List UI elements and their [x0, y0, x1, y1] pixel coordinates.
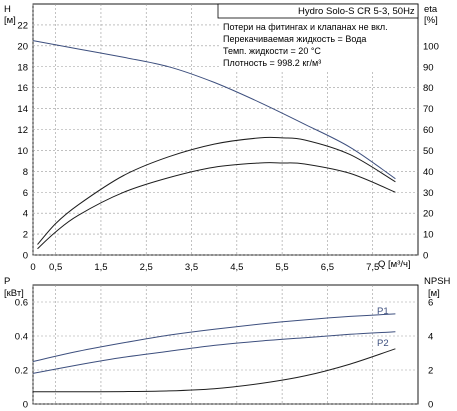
eta-tick-label: 90 — [423, 62, 434, 73]
h-tick-label: 14 — [17, 104, 28, 115]
h-tick-label: 18 — [17, 62, 28, 73]
x-tick-label: 4,5 — [230, 262, 243, 273]
h-axis-unit: [м] — [4, 15, 16, 26]
notes-box — [220, 19, 417, 71]
upper-grid — [32, 4, 418, 256]
curve-npsh — [33, 348, 396, 393]
eta-axis-unit: [%] — [424, 15, 438, 26]
x-tick-label: 5,5 — [276, 262, 289, 273]
p-tick-label: 0 — [23, 400, 28, 411]
npsh-tick-label: 6 — [428, 298, 433, 309]
curve-p2 — [32, 331, 396, 374]
h-tick-label: 8 — [23, 167, 28, 178]
eta-axis-label: eta — [424, 4, 438, 15]
eta-tick-label: 30 — [423, 188, 434, 199]
eta-tick-label: 70 — [423, 104, 434, 115]
eta-tick-label: 10 — [423, 230, 434, 241]
chart-title: Hydro Solo-S CR 5-3, 50Hz — [298, 6, 415, 17]
eta-tick-label: 60 — [423, 125, 434, 136]
tick-labels: 0 0,5 1,5 2,5 3,5 4,5 5,5 6,5 7,5 0 2 4 6 8 10 12 14 16 18… — [15, 20, 439, 410]
eta-tick-label: 50 — [423, 146, 434, 157]
x-tick-label: 7,5 — [366, 262, 379, 273]
note-fittings: Потери на фитингах и клапанах не вкл. — [223, 22, 388, 32]
h-tick-label: 20 — [17, 41, 28, 52]
x-tick-label: 3,5 — [185, 262, 198, 273]
p-tick-label: 0.6 — [15, 298, 28, 309]
curves — [32, 40, 396, 393]
h-tick-label: 2 — [23, 230, 28, 241]
h-tick-label: 4 — [23, 209, 28, 220]
eta-tick-label: 0 — [423, 251, 428, 262]
note-density: Плотность = 998.2 кг/м³ — [223, 58, 321, 68]
curve-h — [32, 40, 396, 180]
h-tick-label: 16 — [17, 83, 28, 94]
h-tick-label: 6 — [23, 188, 28, 199]
lower-grid — [32, 285, 418, 405]
h-tick-label: 12 — [17, 125, 28, 136]
p-tick-label: 0.2 — [15, 366, 28, 377]
h-tick-label: 0 — [23, 251, 28, 262]
h-tick-label: 10 — [17, 146, 28, 157]
p-axis-unit: [кВт] — [4, 288, 24, 299]
note-temp: Темп. жидкости = 20 °C — [223, 46, 321, 56]
eta-tick-label: 80 — [423, 83, 434, 94]
h-axis-label: H — [4, 4, 11, 15]
q-axis-label: Q [м³/ч] — [378, 259, 411, 270]
curve-eta-lower — [37, 162, 396, 250]
title-box — [217, 3, 419, 19]
eta-tick-label: 40 — [423, 167, 434, 178]
npsh-tick-label: 4 — [428, 332, 433, 343]
curve-p1 — [32, 313, 396, 362]
npsh-axis-unit: [м] — [428, 288, 440, 299]
npsh-axis-label: NPSH — [424, 276, 451, 287]
npsh-tick-label: 2 — [428, 366, 433, 377]
eta-tick-label: 100 — [423, 41, 439, 52]
p-tick-label: 0.4 — [15, 332, 28, 343]
x-tick-label: 6,5 — [321, 262, 334, 273]
npsh-tick-label: 0 — [428, 400, 433, 411]
eta-tick-label: 20 — [423, 209, 434, 220]
h-tick-label: 22 — [17, 20, 28, 31]
curve-eta-upper — [37, 136, 396, 245]
p2-label: P2 — [377, 338, 389, 349]
p1-label: P1 — [377, 306, 389, 317]
x-tick-label: 0 — [30, 262, 35, 273]
p-axis-label: P — [4, 276, 10, 287]
note-fluid: Перекачиваемая жидкость = Вода — [223, 34, 366, 44]
x-tick-label: 1,5 — [94, 262, 107, 273]
x-tick-label: 2,5 — [140, 262, 153, 273]
x-tick-label: 0,5 — [49, 262, 62, 273]
